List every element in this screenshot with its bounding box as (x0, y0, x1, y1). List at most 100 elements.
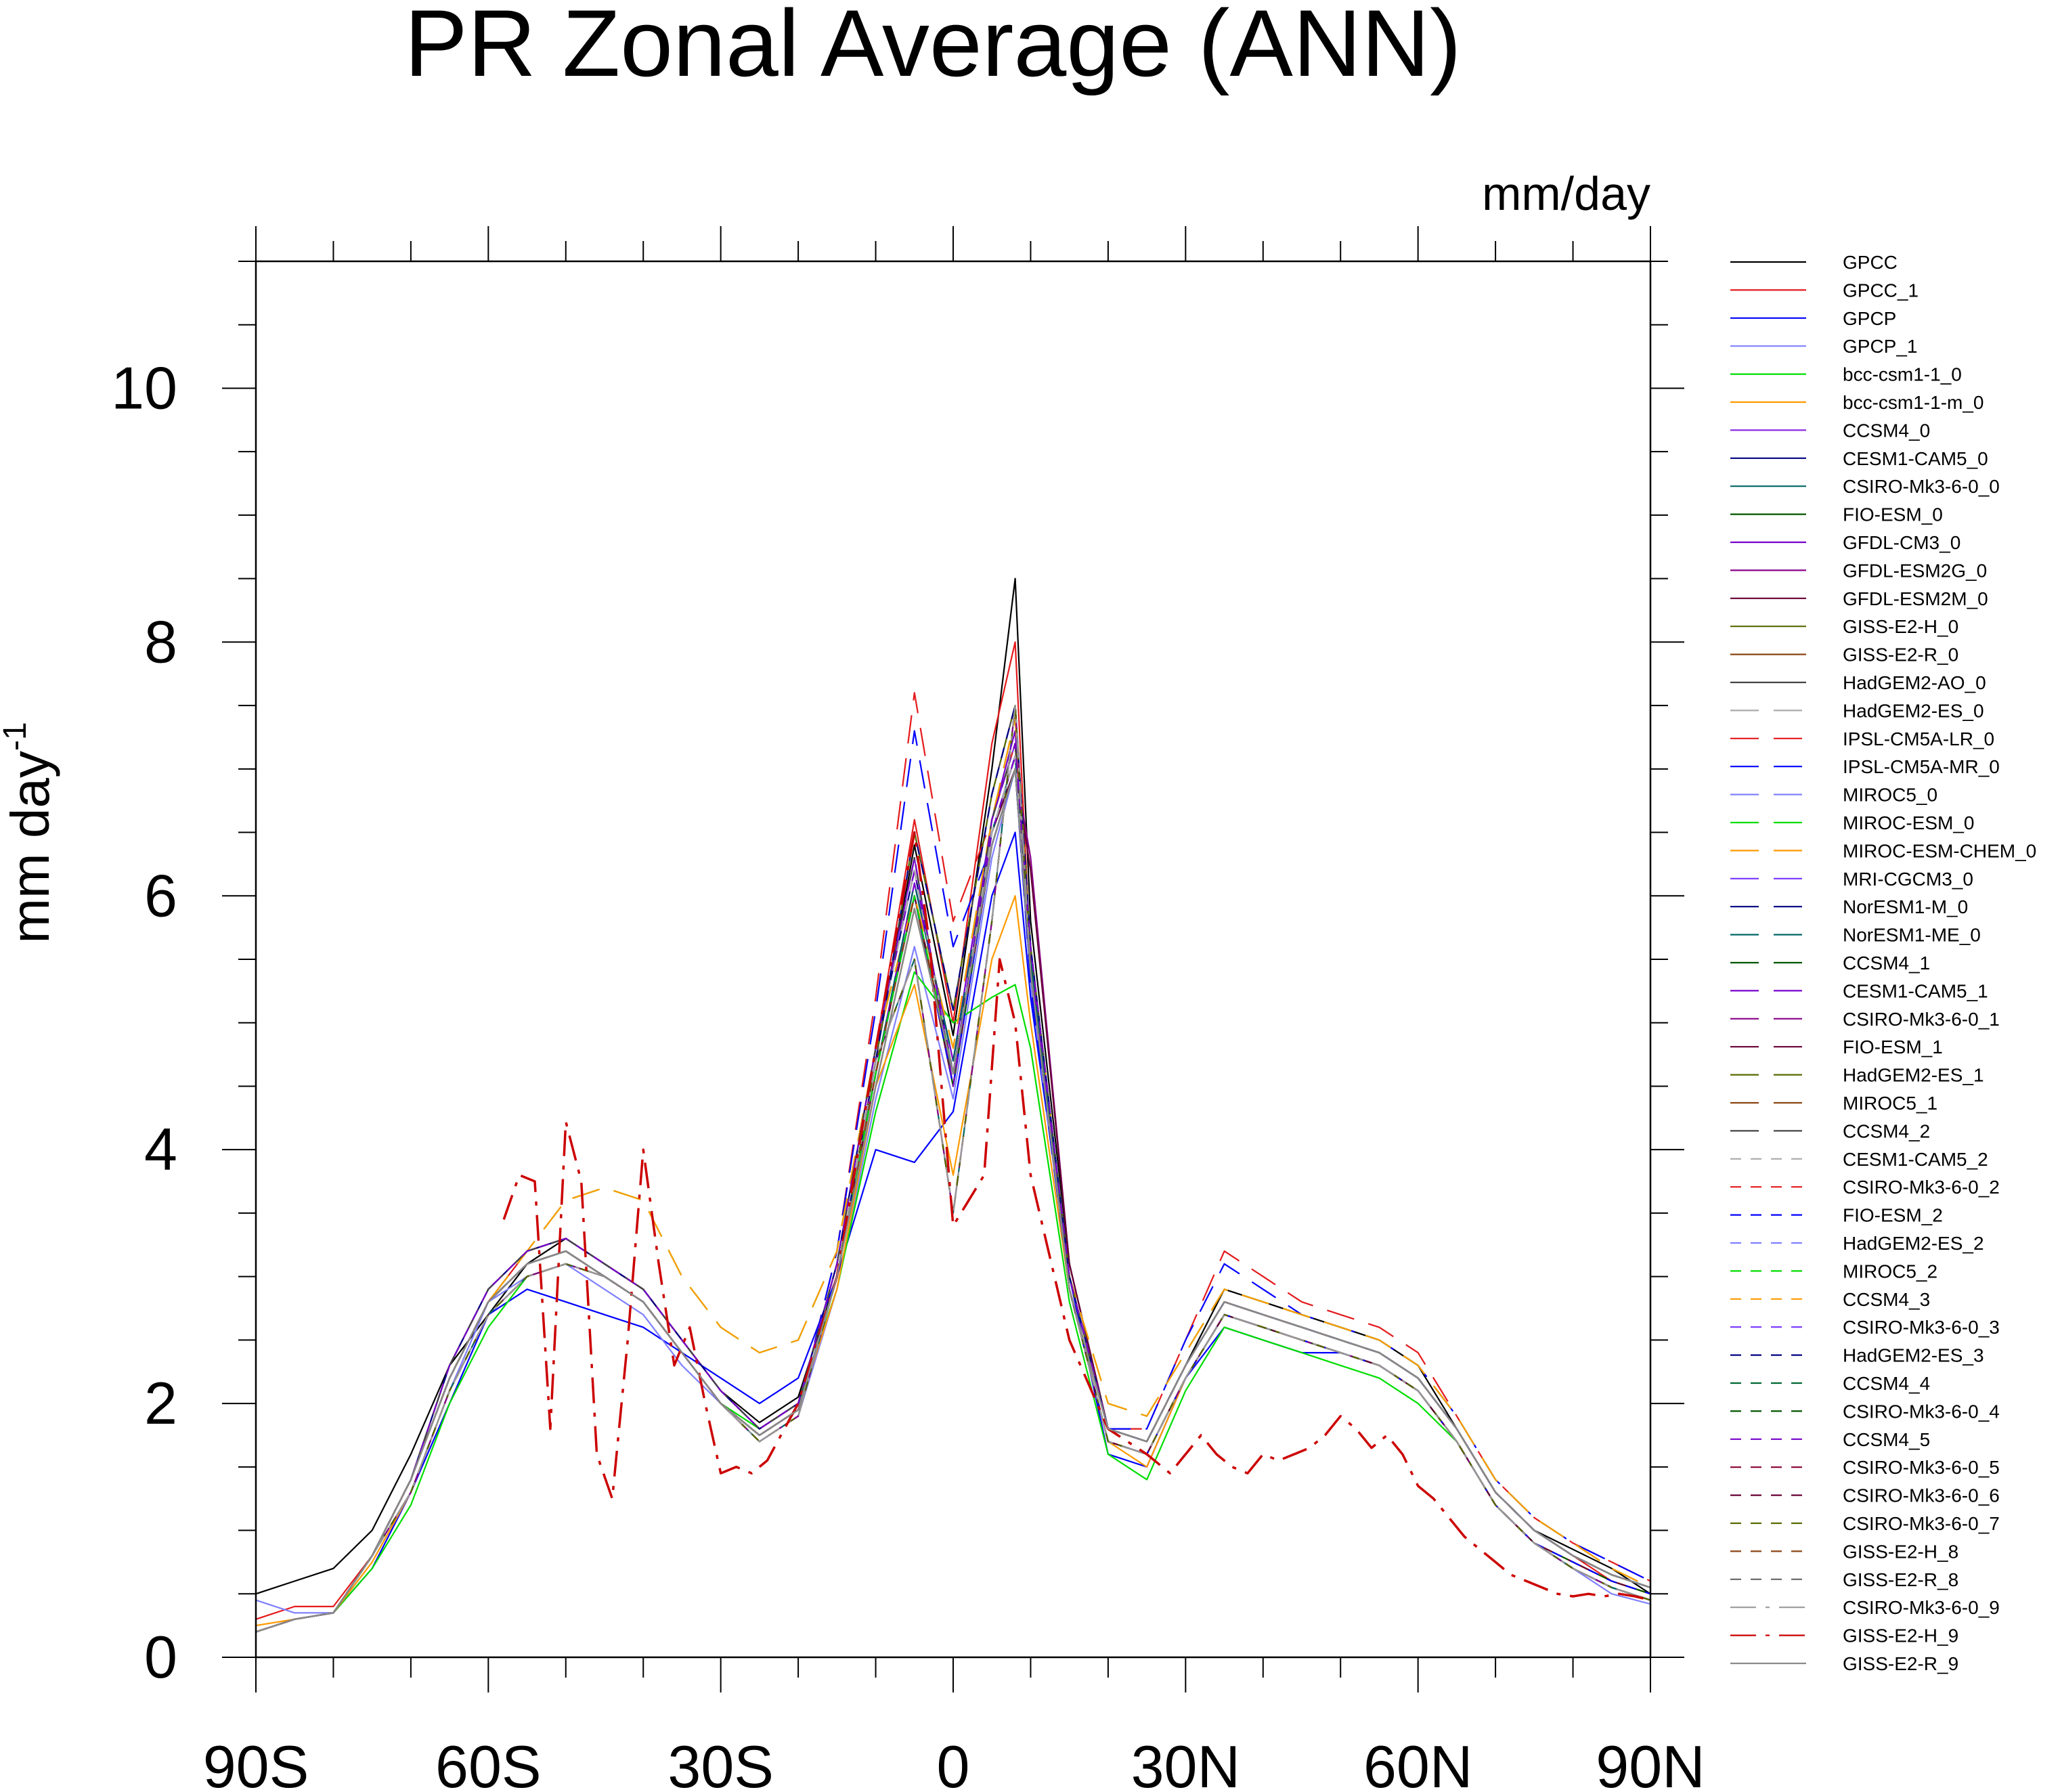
legend-label: CESM1-CAM5_2 (1843, 1149, 1988, 1170)
y-axis-label: mm day-1 (0, 722, 60, 943)
legend-label: CCSM4_0 (1843, 420, 1930, 441)
legend-label: CESM1-CAM5_1 (1843, 980, 1988, 1001)
series-line-19 (255, 768, 1651, 1633)
x-tick-label: 0 (937, 1733, 970, 1792)
series-line-21 (255, 717, 1651, 1633)
legend-label: GFDL-CM3_0 (1843, 532, 1960, 553)
series-line-46 (255, 768, 1651, 1633)
series-line-23 (255, 755, 1651, 1633)
x-tick-label: 90N (1596, 1733, 1705, 1792)
legend-label: CCSM4_4 (1843, 1373, 1930, 1394)
series-line-25 (255, 743, 1651, 1633)
y-tick-label: 8 (144, 608, 177, 675)
legend-label: GPCP (1843, 308, 1896, 329)
legend-label: GFDL-ESM2G_0 (1843, 560, 1987, 581)
series-line-44 (255, 704, 1651, 1633)
legend-label: HadGEM2-ES_1 (1843, 1065, 1984, 1086)
series-line-10 (255, 730, 1651, 1633)
series-line-18 (255, 730, 1651, 1633)
series-line-39 (255, 704, 1651, 1633)
legend-label: CCSM4_1 (1843, 953, 1930, 974)
legend-label: CSIRO-Mk3-6-0_4 (1843, 1401, 2000, 1422)
series-line-1 (255, 641, 1651, 1620)
series-line-37 (255, 743, 1651, 1633)
legend-label: NorESM1-ME_0 (1843, 925, 1981, 946)
legend-label: MRI-CGCM3_0 (1843, 869, 1973, 890)
x-tick-label: 90S (203, 1733, 309, 1792)
series-line-7 (255, 755, 1651, 1633)
series-line-2 (255, 831, 1651, 1633)
legend-label: FIO-ESM_0 (1843, 504, 1943, 525)
series-line-8 (255, 704, 1651, 1633)
series-line-28 (255, 768, 1651, 1633)
chart-title: PR Zonal Average (ANN) (404, 0, 1461, 96)
legend-label: GPCP_1 (1843, 336, 1918, 357)
series-line-43 (255, 704, 1651, 1633)
series-line-17 (255, 692, 1651, 1633)
legend-label: MIROC5_0 (1843, 785, 1937, 806)
x-tick-label: 60N (1363, 1733, 1472, 1792)
series-line-38 (255, 704, 1651, 1633)
series-line-6 (255, 743, 1651, 1633)
legend-label: GPCC_1 (1843, 280, 1919, 301)
legend-label: CESM1-CAM5_0 (1843, 448, 1988, 469)
legend: GPCC GPCC_1 GPCP GPCP_1 bcc-csm1-1_0 bcc-csm1… (1730, 252, 2036, 1674)
series-line-30 (255, 768, 1651, 1633)
series-line-5 (255, 895, 1651, 1627)
series-line-49 (502, 831, 1651, 1602)
legend-label: MIROC-ESM-CHEM_0 (1843, 840, 2036, 861)
legend-label: CCSM4_3 (1843, 1289, 1930, 1310)
series-line-16 (255, 704, 1651, 1633)
series-line-24 (255, 755, 1651, 1633)
series-line-31 (255, 743, 1651, 1633)
legend-label: CSIRO-Mk3-6-0_9 (1843, 1597, 2000, 1618)
series-line-42 (255, 743, 1651, 1633)
legend-label: GFDL-ESM2M_0 (1843, 588, 1988, 609)
legend-label: HadGEM2-ES_3 (1843, 1345, 1984, 1366)
series-line-29 (255, 704, 1651, 1633)
legend-label: CSIRO-Mk3-6-0_6 (1843, 1485, 2000, 1506)
legend-label: IPSL-CM5A-LR_0 (1843, 728, 1994, 749)
series-line-4 (255, 971, 1651, 1633)
x-tick-label: 30N (1131, 1733, 1240, 1792)
legend-label: CCSM4_2 (1843, 1120, 1930, 1141)
x-tick-label: 60S (435, 1733, 542, 1792)
series-line-45 (255, 704, 1651, 1633)
legend-label: CSIRO-Mk3-6-0_1 (1843, 1009, 2000, 1030)
y-axis-label-exponent: -1 (0, 722, 33, 751)
legend-label: bcc-csm1-1-m_0 (1843, 392, 1984, 413)
series-line-40 (255, 743, 1651, 1633)
legend-label: MIROC5_1 (1843, 1093, 1937, 1114)
legend-label: NorESM1-M_0 (1843, 896, 1968, 917)
series-line-15 (255, 704, 1651, 1633)
series-line-41 (255, 704, 1651, 1633)
legend-label: HadGEM2-ES_0 (1843, 700, 1984, 721)
series-line-35 (255, 704, 1651, 1633)
legend-label: GISS-E2-H_0 (1843, 616, 1958, 637)
legend-label: CSIRO-Mk3-6-0_0 (1843, 476, 2000, 497)
y-tick-label: 6 (144, 862, 177, 929)
x-tick-label: 30S (667, 1733, 774, 1792)
series-line-47 (255, 768, 1651, 1633)
series-line-27 (255, 704, 1651, 1633)
legend-label: MIROC-ESM_0 (1843, 812, 1974, 833)
series-line-3 (255, 768, 1651, 1614)
series-line-12 (255, 768, 1651, 1633)
legend-label: CSIRO-Mk3-6-0_2 (1843, 1177, 2000, 1198)
series-line-48 (255, 704, 1651, 1633)
series-line-26 (255, 755, 1651, 1633)
series-line-34 (255, 768, 1651, 1633)
legend-label: GISS-E2-R_8 (1843, 1569, 1958, 1590)
legend-label: bcc-csm1-1_0 (1843, 364, 1962, 385)
axes-layer: 90S 60S 30S 0 30N 60N 90N 0 2 4 6 8 10 (111, 226, 1705, 1792)
legend-label: HadGEM2-ES_2 (1843, 1233, 1984, 1254)
series-layer (255, 577, 1651, 1633)
y-tick-label: 0 (144, 1623, 177, 1690)
y-axis-label-text: mm day (0, 751, 60, 944)
series-line-33 (255, 704, 1651, 1633)
legend-label: FIO-ESM_2 (1843, 1205, 1943, 1226)
legend-label: GISS-E2-H_8 (1843, 1541, 1958, 1562)
units-label: mm/day (1482, 167, 1650, 220)
y-tick-label: 2 (144, 1370, 177, 1437)
